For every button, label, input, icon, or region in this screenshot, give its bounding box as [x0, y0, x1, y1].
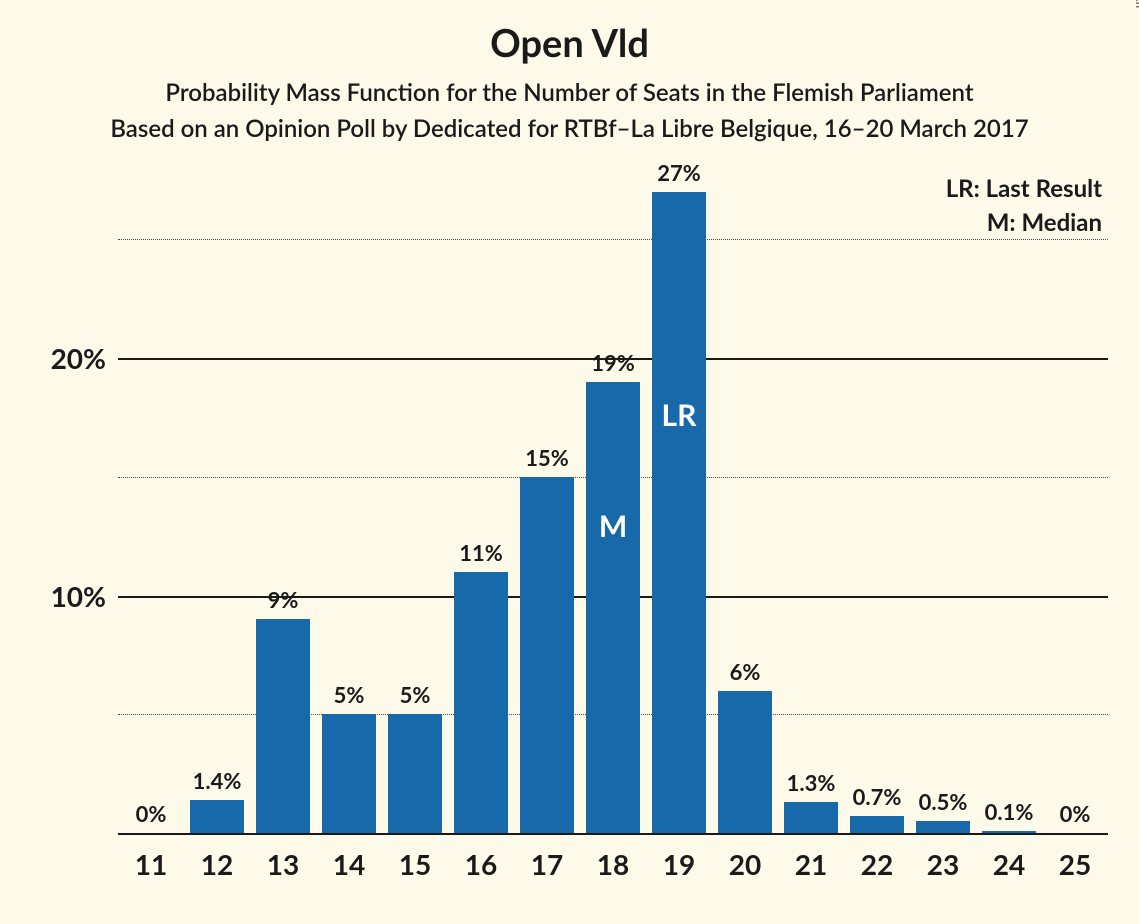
x-tick-label: 25: [1059, 847, 1091, 881]
x-tick-label: 20: [729, 847, 761, 881]
bar: 6%: [718, 691, 772, 834]
bar: 11%: [454, 572, 508, 833]
chart-container: Open Vld Probability Mass Function for t…: [0, 0, 1139, 924]
bar: 0.1%: [982, 831, 1036, 833]
bar: 0.5%: [916, 821, 970, 833]
bar-value-label: 0.7%: [850, 783, 904, 810]
bar: 1.3%: [784, 802, 838, 833]
bar: 15%: [520, 477, 574, 833]
bar-value-label: 6%: [718, 658, 772, 685]
x-tick-label: 24: [993, 847, 1025, 881]
bar-value-label: 11%: [454, 539, 508, 566]
x-tick-label: 13: [267, 847, 299, 881]
bar-value-label: 0%: [1048, 800, 1102, 827]
y-tick-label: 20%: [51, 341, 106, 375]
bar: 9%: [256, 619, 310, 833]
bar: 27%LR: [652, 192, 706, 833]
bar-value-label: 9%: [256, 586, 310, 613]
chart-subtitle-2: Based on an Opinion Poll by Dedicated fo…: [0, 114, 1139, 143]
x-tick-label: 18: [597, 847, 629, 881]
x-tick-label: 12: [201, 847, 233, 881]
x-tick-label: 14: [333, 847, 365, 881]
bar-value-label: 27%: [652, 159, 706, 186]
bar-value-label: 15%: [520, 444, 574, 471]
bar: 5%: [388, 714, 442, 833]
x-tick-label: 16: [465, 847, 497, 881]
x-tick-label: 19: [663, 847, 695, 881]
copyright-text: © 2018 Filip van Laenen: [1133, 0, 1139, 8]
bar-value-label: 1.4%: [190, 767, 244, 794]
bar: 5%: [322, 714, 376, 833]
bars-group: 0%1.4%9%5%5%11%15%19%M27%LR6%1.3%0.7%0.5…: [118, 168, 1108, 833]
x-tick-label: 11: [135, 847, 167, 881]
bar-value-label: 1.3%: [784, 769, 838, 796]
x-tick-label: 17: [531, 847, 563, 881]
x-tick-label: 22: [861, 847, 893, 881]
bar-value-label: 5%: [322, 681, 376, 708]
plot-area: 0%1.4%9%5%5%11%15%19%M27%LR6%1.3%0.7%0.5…: [118, 168, 1108, 833]
bar-inside-label: LR: [652, 397, 706, 433]
chart-title: Open Vld: [0, 20, 1139, 66]
bar-value-label: 0.1%: [982, 798, 1036, 825]
bar-value-label: 5%: [388, 681, 442, 708]
bar: 19%M: [586, 382, 640, 833]
legend-last-result: LR: Last Result: [946, 174, 1102, 203]
bar-inside-label: M: [586, 508, 640, 544]
y-tick-label: 10%: [51, 579, 106, 613]
bar-value-label: 0.5%: [916, 788, 970, 815]
x-tick-label: 23: [927, 847, 959, 881]
bar-value-label: 19%: [586, 349, 640, 376]
bar: 0.7%: [850, 816, 904, 833]
bar: 1.4%: [190, 800, 244, 833]
chart-subtitle-1: Probability Mass Function for the Number…: [0, 78, 1139, 107]
x-tick-label: 15: [399, 847, 431, 881]
x-tick-label: 21: [795, 847, 827, 881]
gridline-major: [118, 833, 1108, 835]
legend-median: M: Median: [987, 208, 1102, 237]
bar-value-label: 0%: [124, 800, 178, 827]
